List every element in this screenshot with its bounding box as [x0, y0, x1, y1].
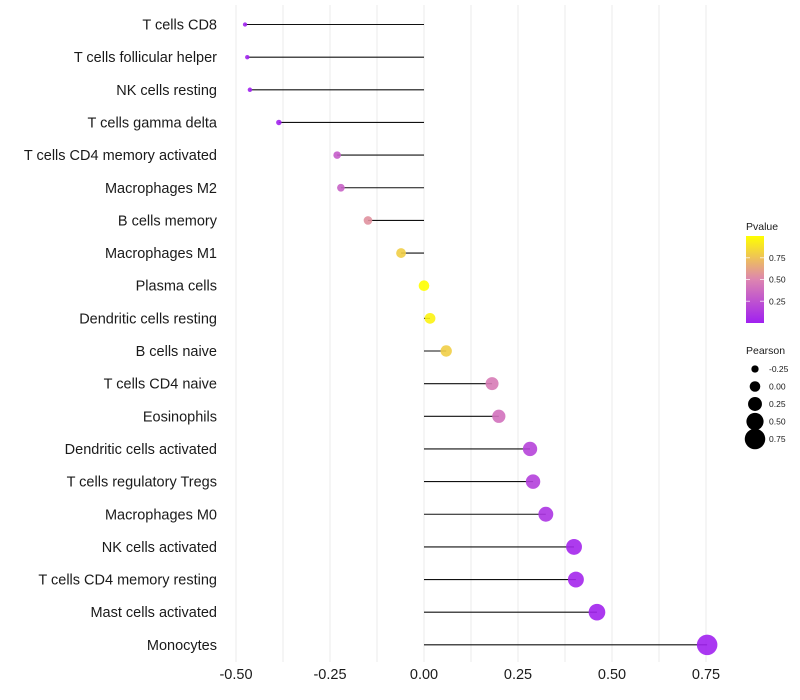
lollipop-point	[588, 603, 606, 621]
colorbar-tick-label: 0.25	[769, 296, 786, 306]
lollipop-point	[245, 54, 250, 60]
lollipop-point	[424, 312, 436, 324]
lollipop-point	[696, 634, 718, 656]
y-tick-label: T cells regulatory Tregs	[67, 475, 217, 491]
y-tick-label: T cells CD4 memory resting	[38, 573, 217, 589]
lollipop-point	[396, 248, 406, 258]
y-tick-label: T cells follicular helper	[74, 50, 217, 66]
colorbar-tick-label: 0.75	[769, 253, 786, 263]
size-legend-label: 0.25	[769, 399, 786, 409]
y-tick-label: B cells memory	[118, 213, 218, 229]
lollipop-point	[522, 441, 538, 457]
size-legend-label: -0.25	[769, 364, 789, 374]
y-tick-label: Dendritic cells resting	[79, 311, 217, 327]
x-axis-labels: -0.50 -0.25 0.00 0.25 0.50 0.75	[219, 667, 720, 683]
y-tick-label: T cells CD4 memory activated	[24, 148, 217, 164]
x-tick-label: 0.25	[504, 667, 532, 683]
size-legend-key	[744, 428, 766, 450]
y-tick-label: Eosinophils	[143, 409, 217, 425]
y-tick-label: NK cells resting	[116, 83, 217, 99]
x-tick-label: 0.50	[598, 667, 626, 683]
lollipop-point	[492, 409, 506, 423]
size-legend-key	[751, 365, 759, 373]
y-tick-label: Mast cells activated	[90, 605, 217, 621]
lollipop-point	[566, 538, 582, 555]
lollipop-point	[485, 377, 499, 391]
pearson-legend: Pearson -0.25 0.00 0.25 0.50 0.75	[744, 345, 789, 450]
lollipop-point	[567, 571, 584, 588]
y-tick-label: Dendritic cells activated	[65, 442, 217, 458]
y-tick-label: B cells naive	[136, 344, 217, 360]
y-tick-label: Macrophages M1	[105, 246, 217, 262]
x-tick-label: -0.50	[219, 667, 252, 683]
pearson-legend-title: Pearson	[746, 345, 785, 357]
size-legend-label: 0.50	[769, 417, 786, 427]
x-tick-label: -0.25	[313, 667, 346, 683]
y-tick-label: Macrophages M0	[105, 507, 217, 523]
size-legend-label: 0.75	[769, 434, 786, 444]
y-tick-label: Plasma cells	[136, 279, 217, 295]
x-tick-label: 0.00	[410, 667, 438, 683]
lollipop-point	[276, 119, 282, 126]
lollipop-point	[337, 183, 345, 192]
lollipop-point	[525, 474, 541, 489]
lollipop-point	[418, 280, 430, 292]
lollipop-point	[242, 22, 248, 27]
size-legend-key	[749, 381, 761, 392]
colorbar-tick-label: 0.50	[769, 275, 786, 285]
lollipop-points	[242, 22, 718, 656]
size-legend-key	[748, 397, 762, 411]
lollipop-point	[247, 87, 253, 93]
y-tick-label: T cells CD8	[142, 18, 217, 34]
lollipop-point	[538, 506, 554, 522]
y-tick-label: Macrophages M2	[105, 181, 217, 197]
size-legend-label: 0.00	[769, 382, 786, 392]
lollipop-sticks	[245, 23, 708, 646]
pvalue-legend-title: Pvalue	[746, 221, 778, 233]
pvalue-colorbar	[746, 236, 764, 323]
y-tick-label: T cells CD4 naive	[104, 377, 217, 393]
grid	[235, 5, 707, 662]
x-tick-label: 0.75	[692, 667, 720, 683]
lollipop-point	[363, 216, 373, 225]
size-legend-key	[746, 412, 764, 431]
y-tick-label: Monocytes	[147, 638, 217, 654]
y-axis-labels: T cells CD8 T cells follicular helper NK c…	[24, 18, 218, 654]
pvalue-legend: Pvalue 0.25 0.50 0.75	[746, 221, 786, 323]
y-tick-label: T cells gamma delta	[88, 115, 218, 131]
y-tick-label: NK cells activated	[102, 540, 217, 556]
lollipop-point	[440, 345, 452, 357]
lollipop-point	[333, 151, 341, 159]
